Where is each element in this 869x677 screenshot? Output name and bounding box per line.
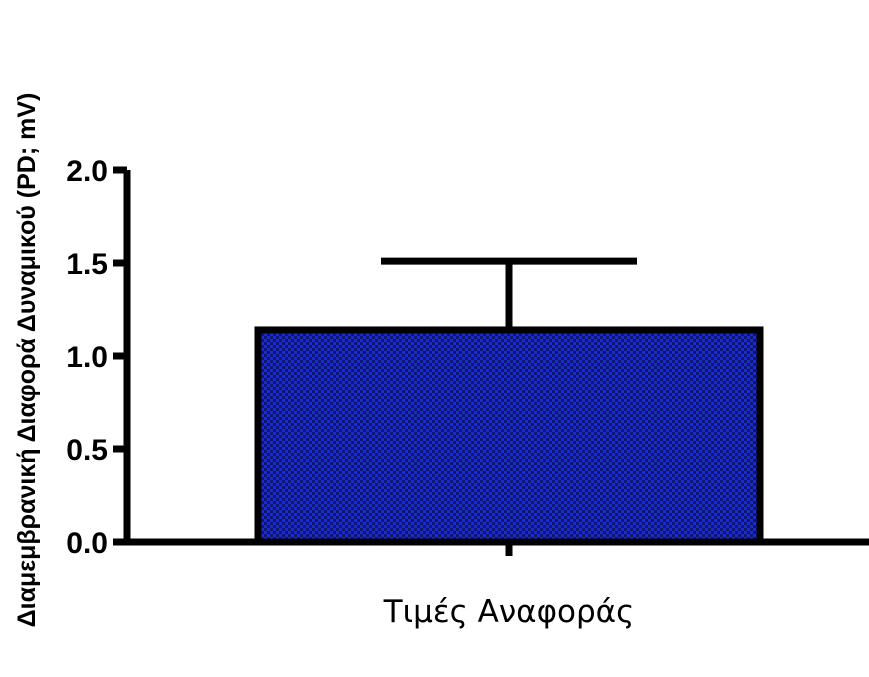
y-ticks: 0.0 0.5 1.0 1.5 2.0 xyxy=(66,155,127,560)
bar xyxy=(254,326,764,546)
y-tick-label: 0.5 xyxy=(66,434,108,467)
y-tick-label: 1.0 xyxy=(66,341,108,374)
y-axis-title: Διαμεμβρανική Διαφορά Δυναμικού (PD; mV) xyxy=(13,93,41,628)
bars xyxy=(254,257,764,546)
y-tick-label: 0.0 xyxy=(66,527,108,560)
y-tick-label: 2.0 xyxy=(66,155,108,188)
y-tick-label: 1.5 xyxy=(66,248,108,281)
x-category-label: Τιμές Αναφοράς xyxy=(383,594,635,630)
